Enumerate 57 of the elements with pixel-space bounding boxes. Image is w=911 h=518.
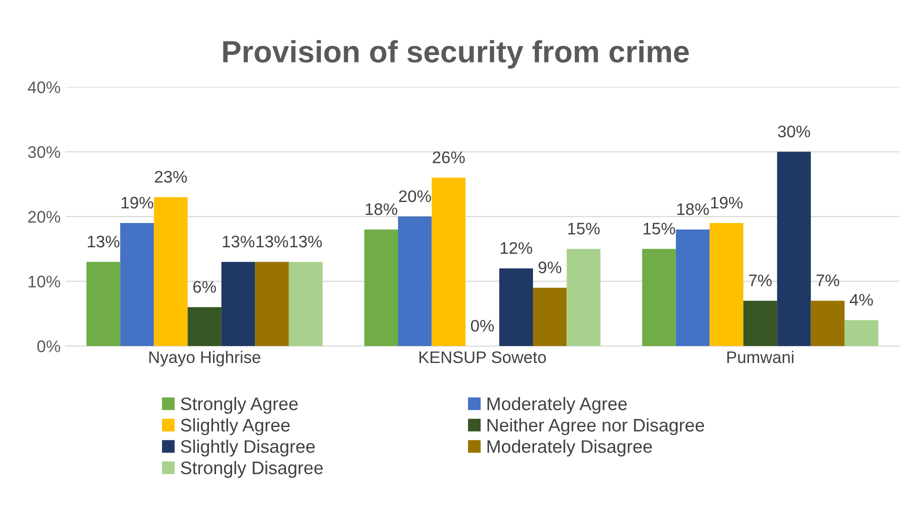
bar (398, 216, 432, 346)
data-label: 18% (677, 203, 709, 216)
data-label: 13% (88, 236, 120, 248)
data-label: 6% (193, 280, 216, 293)
data-label: 30% (778, 126, 810, 138)
legend-label: Moderately Agree (488, 396, 627, 414)
bar (499, 268, 533, 346)
data-label: 18% (366, 203, 398, 216)
data-label: 23% (154, 170, 187, 183)
bar (364, 229, 398, 346)
bar (566, 248, 600, 346)
data-label: 15% (644, 222, 676, 234)
y-tick-label: 20% (28, 210, 60, 223)
bar (676, 229, 710, 346)
data-label: 26% (432, 151, 465, 164)
data-label: 13% (222, 236, 254, 248)
bar (188, 307, 222, 346)
bar (844, 320, 878, 346)
legend-label: Slightly Agree (180, 418, 290, 436)
data-label: 9% (538, 262, 562, 274)
y-tick-label: 40% (28, 81, 60, 94)
bar (154, 197, 188, 346)
bar (532, 288, 567, 346)
data-label: 20% (399, 190, 431, 202)
legend-label: Slightly Disagree (180, 440, 315, 456)
bar (777, 152, 811, 346)
legend-label: Strongly Disagree (180, 461, 323, 478)
x-tick-label: Nyayo Highrise (149, 350, 260, 366)
bar (710, 223, 744, 346)
bar (432, 178, 466, 346)
data-label: 19% (711, 196, 743, 209)
data-label: 15% (568, 222, 600, 234)
bar (221, 262, 256, 346)
legend-label: Moderately Disagree (488, 440, 652, 456)
bar (120, 223, 154, 346)
chart-title: Provision of security from crime (223, 40, 689, 69)
bar (288, 262, 323, 346)
bar (743, 300, 778, 346)
bar (810, 300, 845, 346)
data-label: 13% (256, 236, 288, 248)
data-label: 19% (122, 196, 154, 209)
legend-label: Neither Agree nor Disagree (488, 418, 704, 436)
data-label: 4% (850, 294, 873, 306)
x-tick-label: Pumwani (727, 350, 794, 364)
bar (86, 262, 120, 346)
data-label: 7% (749, 274, 772, 286)
bar (255, 262, 289, 346)
y-tick-label: 30% (28, 146, 60, 158)
legend-label: Strongly Agree (180, 396, 298, 414)
x-tick-label: KENSUP Soweto (420, 351, 546, 364)
bar (642, 248, 676, 346)
data-label: 7% (816, 274, 840, 286)
y-tick-label: 10% (28, 276, 60, 288)
y-tick-label: 0% (37, 340, 60, 352)
data-label: 0% (470, 320, 494, 332)
data-label: 12% (500, 242, 532, 254)
data-label: 13% (290, 236, 322, 248)
